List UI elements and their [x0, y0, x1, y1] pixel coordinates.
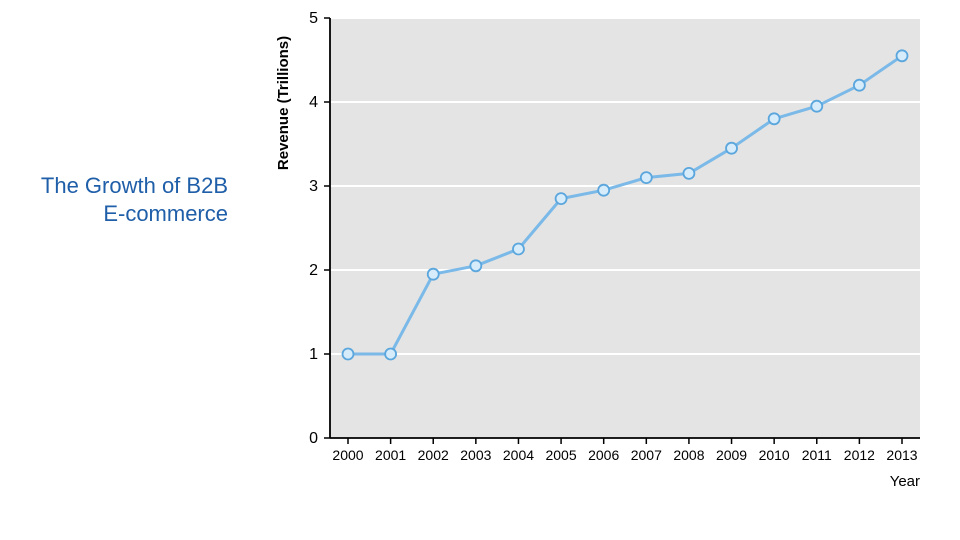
xtick-label: 2005 — [545, 447, 576, 463]
xtick-label: 2003 — [460, 447, 491, 463]
xtick-label: 2000 — [332, 447, 363, 463]
ytick-label: 4 — [309, 94, 318, 111]
slide-title-line2: E-commerce — [103, 201, 228, 226]
slide-title: The Growth of B2B E-commerce — [28, 172, 228, 227]
xtick-label: 2010 — [759, 447, 790, 463]
x-axis-title: Year — [890, 473, 920, 490]
slide-title-line1: The Growth of B2B — [41, 173, 228, 198]
data-marker — [598, 185, 609, 196]
data-marker — [897, 50, 908, 61]
data-marker — [641, 172, 652, 183]
xtick-label: 2009 — [716, 447, 747, 463]
plot-background — [330, 18, 920, 438]
ytick-label: 1 — [309, 346, 318, 363]
y-axis-title: Revenue (Trillions) — [275, 36, 292, 170]
data-marker — [470, 260, 481, 271]
data-marker — [428, 269, 439, 280]
xtick-label: 2012 — [844, 447, 875, 463]
xtick-label: 2011 — [802, 447, 832, 463]
data-marker — [556, 193, 567, 204]
xtick-label: 2006 — [588, 447, 619, 463]
xtick-label: 2007 — [631, 447, 662, 463]
data-marker — [769, 113, 780, 124]
ytick-label: 2 — [309, 262, 318, 279]
data-marker — [854, 80, 865, 91]
ytick-label: 3 — [309, 178, 318, 195]
xtick-label: 2002 — [418, 447, 449, 463]
data-marker — [385, 349, 396, 360]
data-marker — [683, 168, 694, 179]
ytick-label: 5 — [309, 10, 318, 27]
data-marker — [343, 349, 354, 360]
page-root: The Growth of B2B E-commerce 0 1 2 3 4 5 2000 2… — [0, 0, 960, 540]
data-marker — [513, 244, 524, 255]
xtick-label: 2001 — [375, 447, 406, 463]
xtick-label: 2008 — [673, 447, 704, 463]
xtick-label: 2004 — [503, 447, 534, 463]
xtick-label: 2013 — [886, 447, 917, 463]
data-marker — [726, 143, 737, 154]
data-marker — [811, 101, 822, 112]
ytick-label: 0 — [309, 430, 318, 447]
line-chart: 0 1 2 3 4 5 2000 2001 2002 2003 2004 2005 2006 2007 20… — [270, 0, 950, 510]
chart-container: 0 1 2 3 4 5 2000 2001 2002 2003 2004 2005 2006 2007 20… — [270, 0, 950, 510]
